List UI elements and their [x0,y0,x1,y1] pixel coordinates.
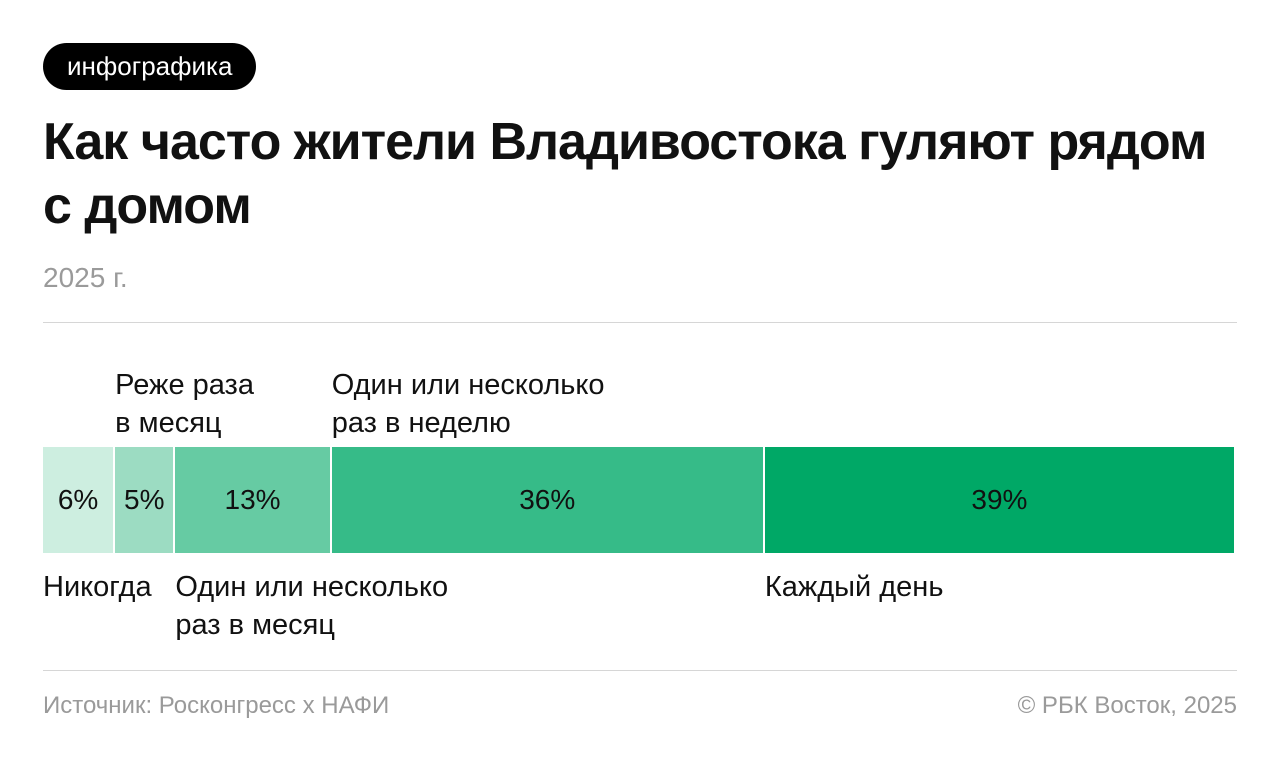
data-label: 13% [224,484,281,515]
source-note: Источник: Росконгресс х НАФИ [43,692,390,719]
bar-segment: 6% [43,447,114,553]
category-label: Один или несколько раз в месяц [175,571,449,641]
bar-segment: 36% [331,447,763,553]
category-label: Каждый день [764,571,944,603]
stacked-bar: 6% 5% 13% 36% 39% [43,447,1234,553]
bottom-divider [43,670,1237,671]
data-label: 5% [124,484,165,515]
stacked-bar-chart: 6% 5% 13% 36% 39% Никогда Реже раза в месяц Од… [43,340,1234,660]
top-divider [43,322,1237,323]
data-label: 36% [519,484,576,515]
data-label: 6% [57,484,99,515]
copyright-note: © РБК Восток, 2025 [1017,692,1237,719]
chart-subtitle: 2025 г. [43,262,128,293]
bar-segment: 13% [175,447,330,553]
category-label: Никогда [43,571,152,603]
infographic-badge: инфографика [43,43,257,90]
category-label: Один или несколько раз в неделю [331,369,605,439]
bar-segment: 39% [764,447,1234,553]
bar-segment: 5% [115,447,174,553]
chart-title: Как часто жители Владивостока гуляют ряд… [43,113,1207,235]
category-label: Реже раза в месяц [115,369,254,439]
data-label: 39% [971,484,1028,515]
